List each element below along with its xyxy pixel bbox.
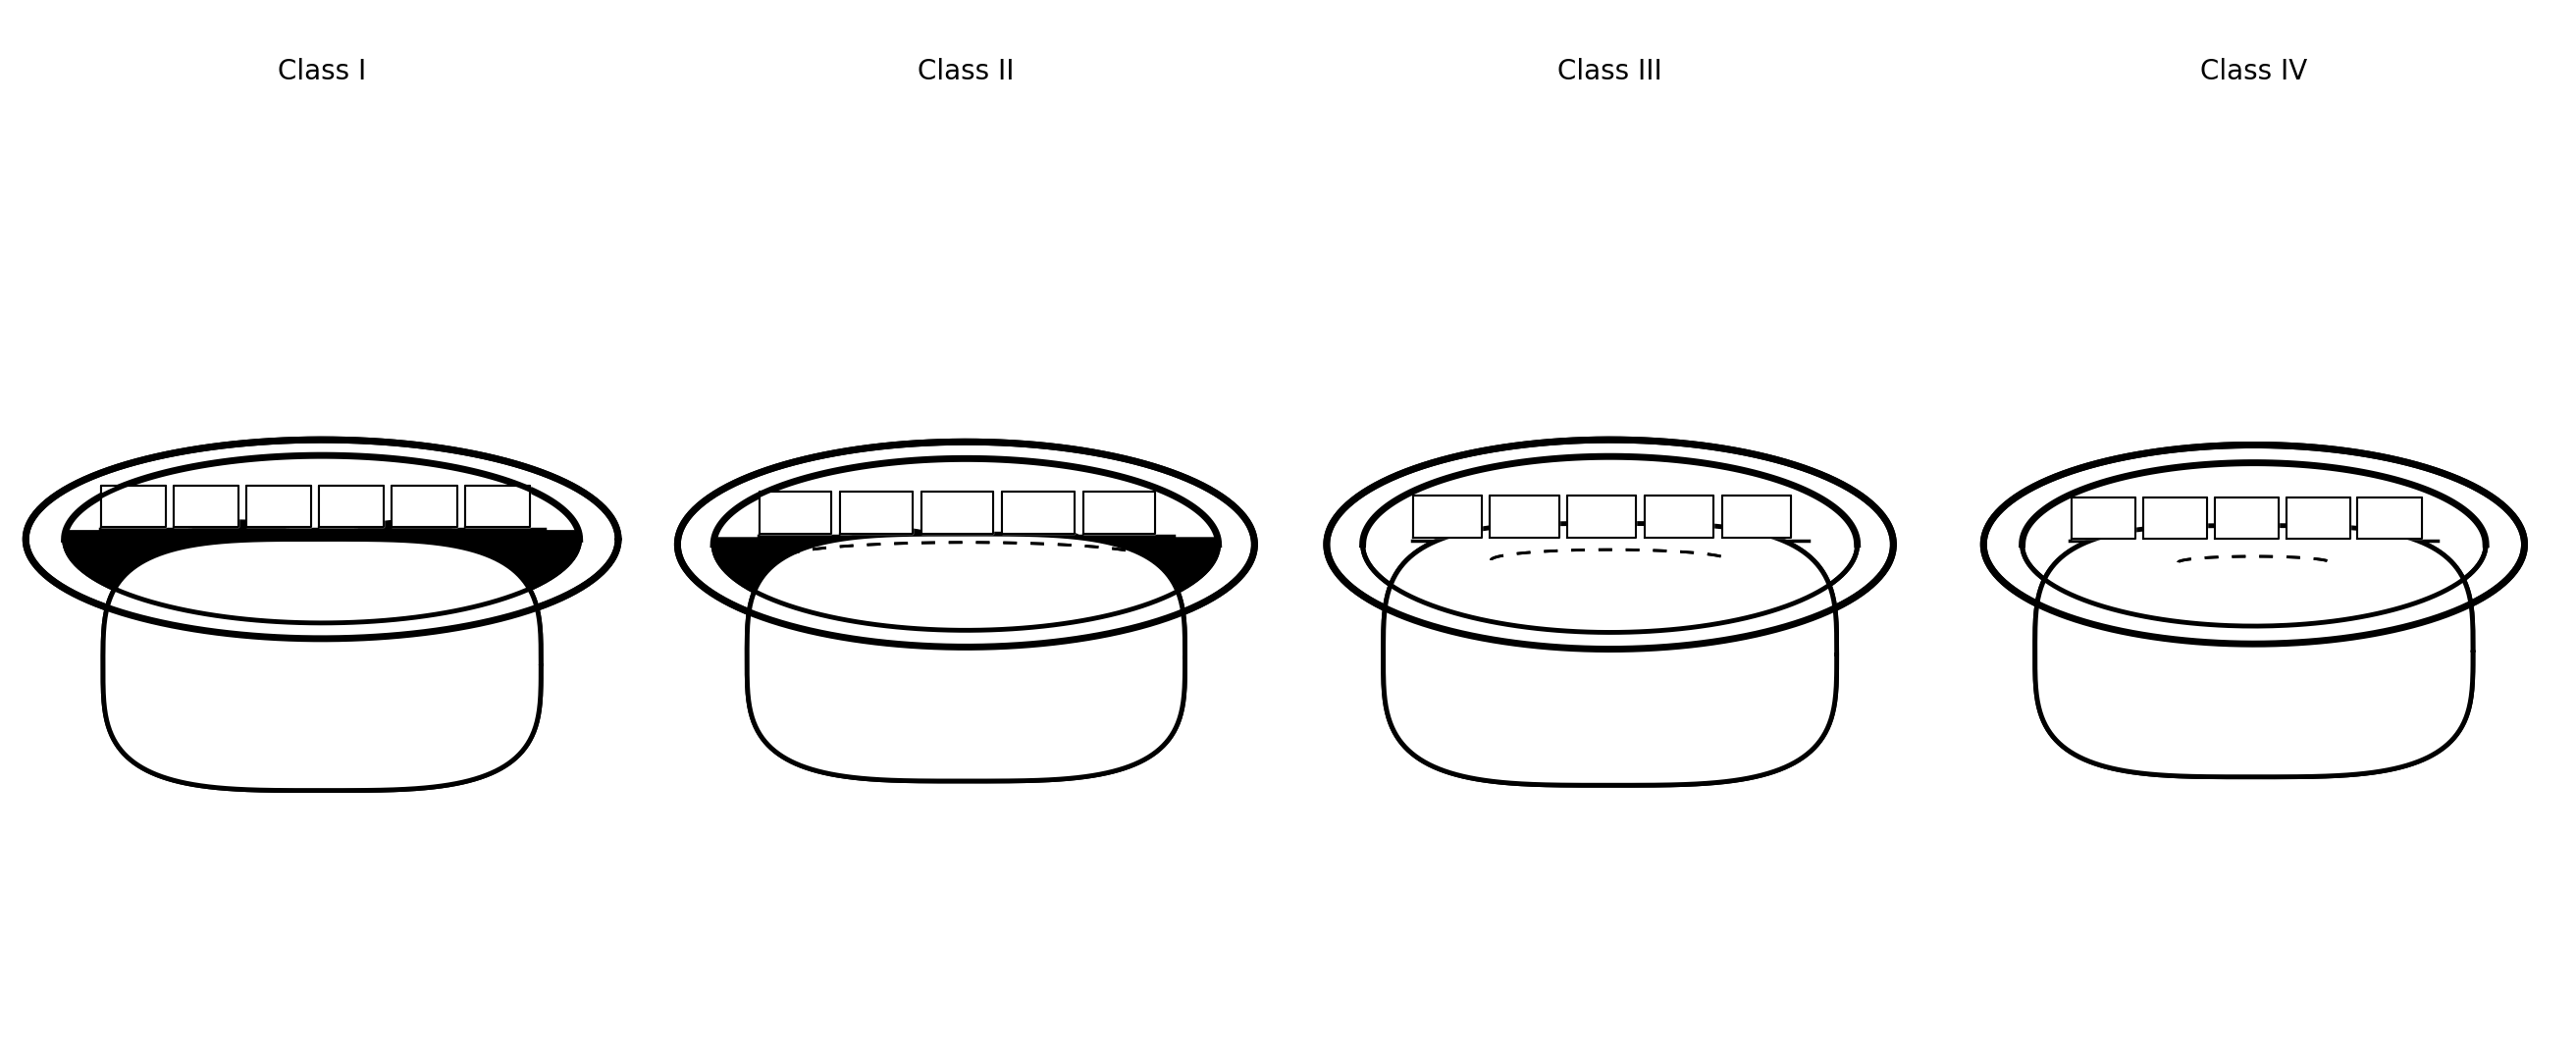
Polygon shape xyxy=(1643,495,1713,538)
Polygon shape xyxy=(464,486,531,527)
Polygon shape xyxy=(1082,492,1154,534)
Polygon shape xyxy=(1643,495,1713,538)
Polygon shape xyxy=(247,486,312,527)
Polygon shape xyxy=(1383,524,1837,785)
Polygon shape xyxy=(2143,497,2208,538)
Polygon shape xyxy=(2071,497,2136,538)
Polygon shape xyxy=(994,528,1082,539)
Polygon shape xyxy=(247,486,312,527)
Polygon shape xyxy=(1082,492,1154,534)
Polygon shape xyxy=(1566,495,1636,538)
Polygon shape xyxy=(103,539,541,790)
Polygon shape xyxy=(173,486,240,527)
Polygon shape xyxy=(173,486,240,527)
Polygon shape xyxy=(392,486,456,527)
Polygon shape xyxy=(2357,497,2421,538)
Polygon shape xyxy=(1327,440,1893,649)
Polygon shape xyxy=(1512,529,1589,557)
Text: Class II: Class II xyxy=(917,58,1015,85)
Polygon shape xyxy=(64,455,580,539)
Polygon shape xyxy=(2215,497,2277,538)
Polygon shape xyxy=(1002,492,1074,534)
Polygon shape xyxy=(2215,497,2277,538)
Polygon shape xyxy=(1363,456,1857,632)
Polygon shape xyxy=(2035,526,2473,777)
Polygon shape xyxy=(2071,497,2136,538)
Polygon shape xyxy=(850,528,938,539)
Polygon shape xyxy=(760,492,832,534)
Polygon shape xyxy=(1363,456,1857,544)
Polygon shape xyxy=(1002,492,1074,534)
Polygon shape xyxy=(355,520,456,534)
Text: Class III: Class III xyxy=(1558,58,1662,85)
Polygon shape xyxy=(1363,456,1857,544)
Polygon shape xyxy=(188,520,289,534)
Text: Class I: Class I xyxy=(278,58,366,85)
Polygon shape xyxy=(2022,463,2486,626)
Polygon shape xyxy=(747,534,1185,781)
Polygon shape xyxy=(677,442,1255,647)
Polygon shape xyxy=(1383,524,1837,785)
Polygon shape xyxy=(1566,495,1636,538)
Polygon shape xyxy=(922,492,994,534)
Polygon shape xyxy=(714,459,1218,630)
Polygon shape xyxy=(100,486,165,527)
Polygon shape xyxy=(64,455,580,539)
Polygon shape xyxy=(1631,529,1708,557)
Polygon shape xyxy=(1721,495,1790,538)
Polygon shape xyxy=(103,539,541,790)
Polygon shape xyxy=(714,459,1218,544)
Polygon shape xyxy=(2143,497,2208,538)
Polygon shape xyxy=(319,486,384,527)
Polygon shape xyxy=(914,529,1018,552)
Polygon shape xyxy=(1412,495,1481,538)
Polygon shape xyxy=(1412,495,1481,538)
Polygon shape xyxy=(64,455,580,623)
Polygon shape xyxy=(2035,526,2473,777)
Polygon shape xyxy=(26,440,618,639)
Polygon shape xyxy=(1721,495,1790,538)
Polygon shape xyxy=(1383,524,1837,785)
Polygon shape xyxy=(392,486,456,527)
Polygon shape xyxy=(714,459,1218,630)
Polygon shape xyxy=(1489,495,1558,538)
Polygon shape xyxy=(1363,456,1857,632)
Polygon shape xyxy=(464,486,531,527)
Polygon shape xyxy=(1582,537,1638,542)
Polygon shape xyxy=(319,486,384,527)
Polygon shape xyxy=(922,492,994,534)
Polygon shape xyxy=(714,459,1218,544)
Polygon shape xyxy=(2035,526,2473,777)
Polygon shape xyxy=(2022,463,2486,544)
Polygon shape xyxy=(100,486,165,527)
Polygon shape xyxy=(1984,445,2524,644)
Polygon shape xyxy=(840,492,912,534)
Polygon shape xyxy=(2285,497,2349,538)
Polygon shape xyxy=(2357,497,2421,538)
Polygon shape xyxy=(64,455,580,623)
Polygon shape xyxy=(840,492,912,534)
Polygon shape xyxy=(760,492,832,534)
Polygon shape xyxy=(103,539,541,790)
Text: Class IV: Class IV xyxy=(2200,58,2308,85)
Polygon shape xyxy=(1489,495,1558,538)
Polygon shape xyxy=(747,534,1185,781)
Polygon shape xyxy=(1363,456,1857,632)
Polygon shape xyxy=(747,534,1185,781)
Polygon shape xyxy=(2285,497,2349,538)
Polygon shape xyxy=(1383,524,1837,785)
Polygon shape xyxy=(2022,463,2486,626)
